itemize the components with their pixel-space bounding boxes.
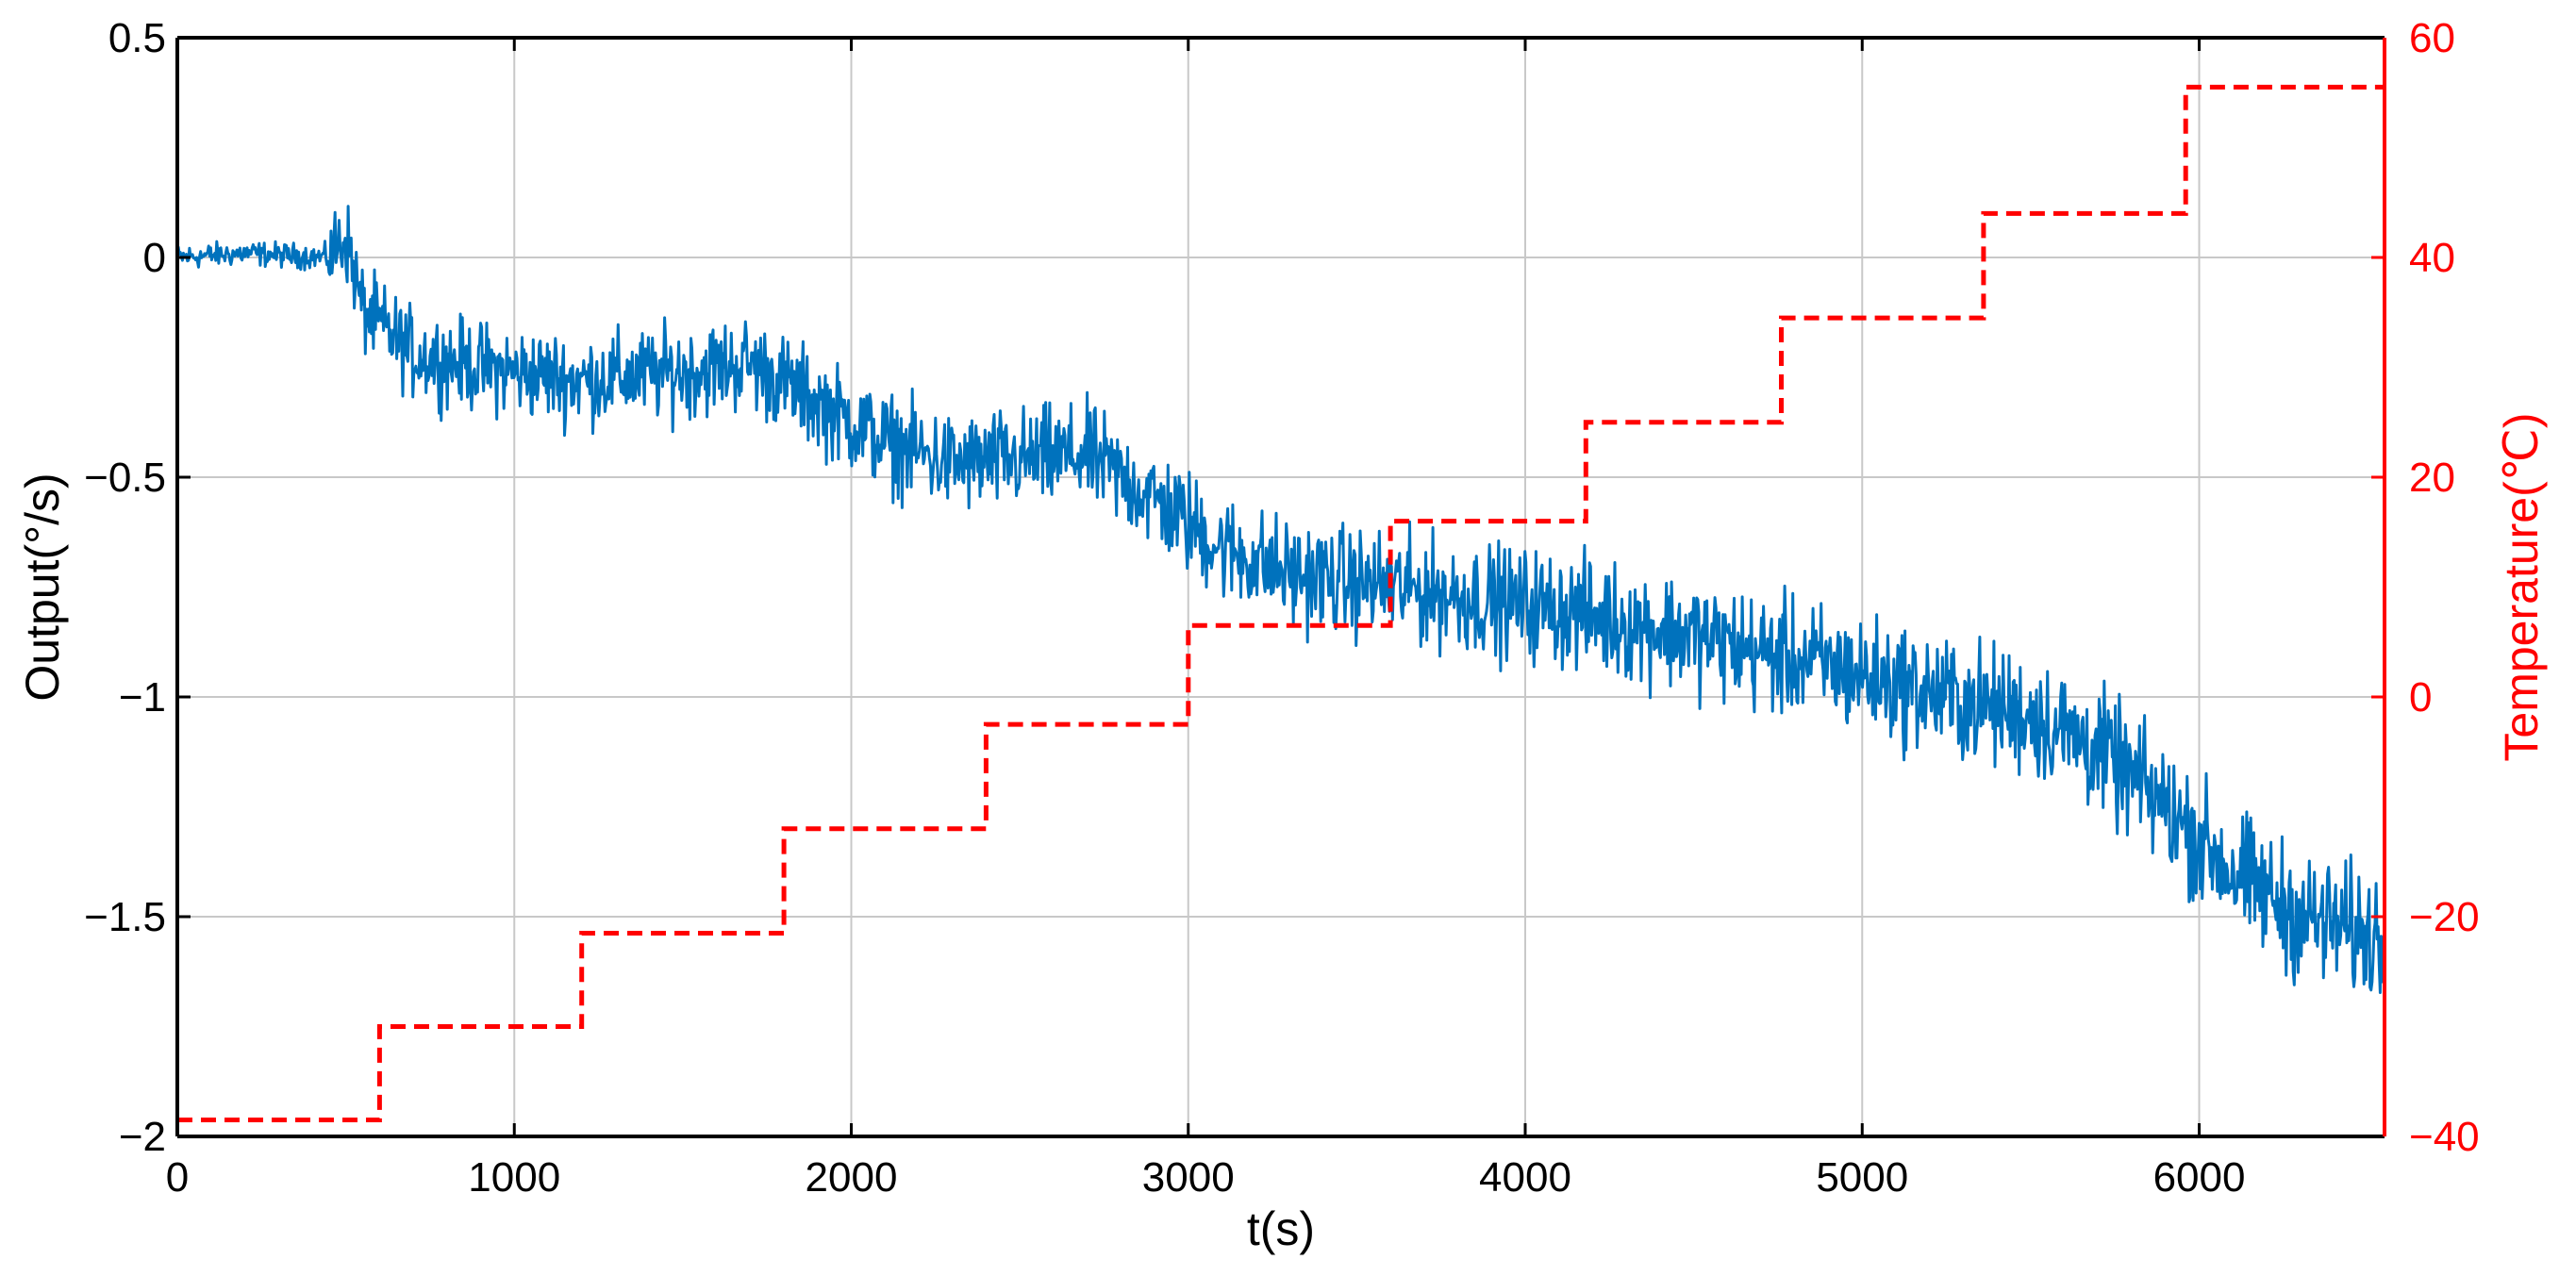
x-tick-label: 4000 (1479, 1154, 1571, 1201)
axes (175, 36, 2386, 1138)
x-axis-label: t(s) (1247, 1202, 1315, 1255)
grid (176, 37, 2385, 1137)
x-tick-label: 1000 (468, 1154, 560, 1201)
x-tick-label: 0 (166, 1154, 189, 1201)
y-right-tick-label: 40 (2409, 235, 2455, 281)
y-left-tick-label: −1.5 (84, 894, 166, 940)
y-right-tick-label: −20 (2409, 894, 2480, 940)
x-tick-label: 6000 (2153, 1154, 2246, 1201)
y-left-tick-label: −2 (119, 1114, 166, 1160)
x-tick-label: 3000 (1142, 1154, 1235, 1201)
x-tick-label: 2000 (806, 1154, 898, 1201)
tick-labels: 0 1000 2000 3000 4000 5000 6000 0.5 0 −0.5 −1 −1.5 −… (84, 15, 2480, 1201)
y-axis-right-label: Temperature(℃) (2495, 412, 2548, 761)
y-right-tick-label: 60 (2409, 15, 2455, 61)
y-left-tick-label: 0.5 (108, 15, 166, 61)
y-right-tick-label: −40 (2409, 1114, 2480, 1160)
x-tick-label: 5000 (1816, 1154, 1908, 1201)
y-left-tick-label: −1 (119, 674, 166, 721)
y-right-tick-label: 20 (2409, 455, 2455, 501)
y-left-tick-label: −0.5 (84, 455, 166, 501)
y-right-tick-label: 0 (2409, 674, 2432, 721)
output-series-line (175, 205, 2386, 994)
series-layer (175, 84, 2386, 1122)
y-axis-left-label: Output(°/s) (16, 472, 69, 701)
temperature-series-line (177, 84, 2385, 1122)
y-left-tick-label: 0 (143, 235, 166, 281)
